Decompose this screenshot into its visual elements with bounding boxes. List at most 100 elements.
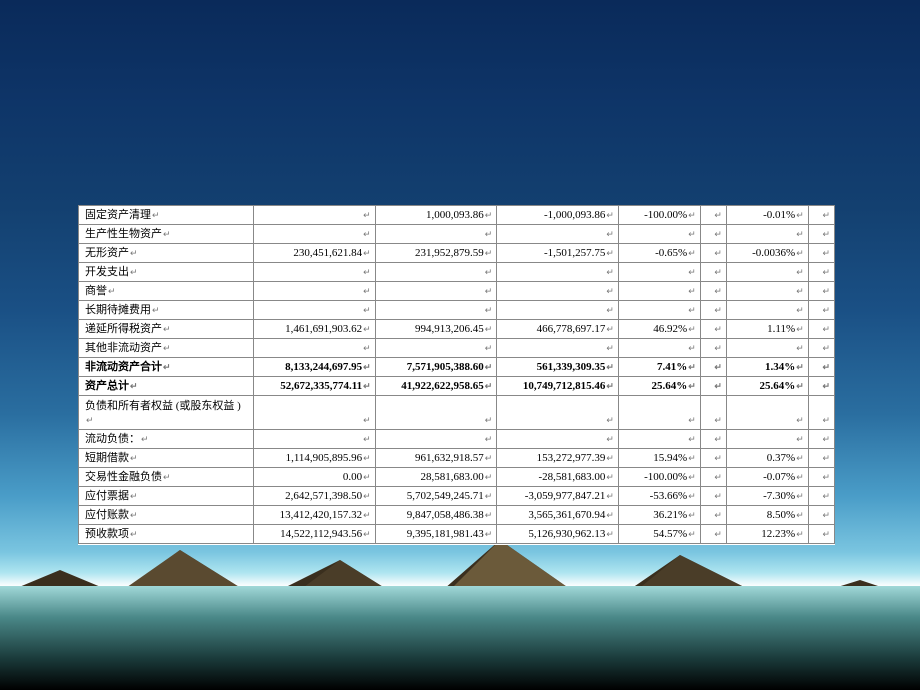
paragraph-mark-icon: ↵ — [363, 303, 371, 317]
paragraph-mark-icon: ↵ — [606, 413, 614, 427]
row-value: ↵ — [497, 263, 619, 282]
paragraph-mark-icon: ↵ — [363, 341, 371, 355]
row-label: 开发支出↵ — [79, 263, 254, 282]
row-value: -3,059,977,847.21↵ — [497, 487, 619, 506]
paragraph-mark-icon: ↵ — [485, 227, 493, 241]
paragraph-mark-icon: ↵ — [363, 360, 371, 374]
row-value: ↵ — [808, 263, 834, 282]
row-value: -100.00%↵ — [618, 468, 700, 487]
row-value: ↵ — [726, 430, 808, 449]
paragraph-mark-icon: ↵ — [714, 413, 722, 427]
row-value: 25.64%↵ — [618, 377, 700, 396]
row-value: ↵ — [808, 396, 834, 430]
paragraph-mark-icon: ↵ — [606, 527, 614, 541]
paragraph-mark-icon: ↵ — [363, 379, 371, 393]
row-value: ↵ — [375, 301, 497, 320]
table-row: 商誉↵↵↵↵↵↵↵↵ — [79, 282, 835, 301]
row-label: 流动负债：↵ — [79, 430, 254, 449]
row-value: ↵ — [375, 225, 497, 244]
row-value: ↵ — [700, 377, 726, 396]
row-value: ↵ — [700, 430, 726, 449]
paragraph-mark-icon: ↵ — [796, 303, 804, 317]
paragraph-mark-icon: ↵ — [714, 246, 722, 260]
row-value: ↵ — [726, 225, 808, 244]
row-label: 预收款项↵ — [79, 525, 254, 544]
row-label: 资产总计↵ — [79, 377, 254, 396]
slide-ground — [0, 586, 920, 690]
paragraph-mark-icon: ↵ — [714, 527, 722, 541]
paragraph-mark-icon: ↵ — [714, 451, 722, 465]
row-value: ↵ — [808, 449, 834, 468]
paragraph-mark-icon: ↵ — [714, 227, 722, 241]
row-value: ↵ — [808, 468, 834, 487]
row-value: ↵ — [808, 320, 834, 339]
paragraph-mark-icon: ↵ — [822, 470, 830, 484]
row-value: 25.64%↵ — [726, 377, 808, 396]
paragraph-mark-icon: ↵ — [822, 265, 830, 279]
paragraph-mark-icon: ↵ — [714, 208, 722, 222]
paragraph-mark-icon: ↵ — [485, 246, 493, 260]
row-value: ↵ — [726, 282, 808, 301]
row-value: 8.50%↵ — [726, 506, 808, 525]
paragraph-mark-icon: ↵ — [130, 508, 138, 522]
paragraph-mark-icon: ↵ — [130, 265, 138, 279]
financial-table: 固定资产清理↵↵1,000,093.86↵-1,000,093.86↵-100.… — [78, 205, 835, 544]
paragraph-mark-icon: ↵ — [796, 341, 804, 355]
table-row: 短期借款↵1,114,905,895.96↵961,632,918.57↵153… — [79, 449, 835, 468]
row-value: ↵ — [700, 225, 726, 244]
paragraph-mark-icon: ↵ — [363, 284, 371, 298]
row-value: ↵ — [808, 377, 834, 396]
table-row: 固定资产清理↵↵1,000,093.86↵-1,000,093.86↵-100.… — [79, 206, 835, 225]
paragraph-mark-icon: ↵ — [688, 432, 696, 446]
paragraph-mark-icon: ↵ — [822, 527, 830, 541]
paragraph-mark-icon: ↵ — [714, 508, 722, 522]
paragraph-mark-icon: ↵ — [363, 265, 371, 279]
paragraph-mark-icon: ↵ — [485, 265, 493, 279]
row-value: -0.07%↵ — [726, 468, 808, 487]
paragraph-mark-icon: ↵ — [688, 322, 696, 336]
paragraph-mark-icon: ↵ — [163, 227, 171, 241]
table-row: 应付票据↵2,642,571,398.50↵5,702,549,245.71↵-… — [79, 487, 835, 506]
row-value: 28,581,683.00↵ — [375, 468, 497, 487]
table-row: 递延所得税资产↵1,461,691,903.62↵994,913,206.45↵… — [79, 320, 835, 339]
paragraph-mark-icon: ↵ — [163, 322, 171, 336]
paragraph-mark-icon: ↵ — [688, 227, 696, 241]
paragraph-mark-icon: ↵ — [688, 451, 696, 465]
paragraph-mark-icon: ↵ — [688, 360, 696, 374]
row-value: ↵ — [700, 468, 726, 487]
row-value: ↵ — [375, 430, 497, 449]
table-row: 非流动资产合计↵8,133,244,697.95↵7,571,905,388.6… — [79, 358, 835, 377]
row-value: -1,501,257.75↵ — [497, 244, 619, 263]
row-value: 230,451,621.84↵ — [254, 244, 376, 263]
paragraph-mark-icon: ↵ — [796, 208, 804, 222]
paragraph-mark-icon: ↵ — [485, 322, 493, 336]
row-value: 1,000,093.86↵ — [375, 206, 497, 225]
row-value: ↵ — [497, 225, 619, 244]
paragraph-mark-icon: ↵ — [363, 322, 371, 336]
row-value: 12.23%↵ — [726, 525, 808, 544]
paragraph-mark-icon: ↵ — [485, 527, 493, 541]
paragraph-mark-icon: ↵ — [606, 227, 614, 241]
paragraph-mark-icon: ↵ — [714, 341, 722, 355]
row-value: ↵ — [618, 396, 700, 430]
paragraph-mark-icon: ↵ — [485, 432, 493, 446]
row-value: ↵ — [808, 244, 834, 263]
paragraph-mark-icon: ↵ — [796, 265, 804, 279]
row-value: ↵ — [497, 301, 619, 320]
paragraph-mark-icon: ↵ — [688, 508, 696, 522]
row-value: 7.41%↵ — [618, 358, 700, 377]
paragraph-mark-icon: ↵ — [714, 470, 722, 484]
paragraph-mark-icon: ↵ — [688, 303, 696, 317]
table-row: 开发支出↵↵↵↵↵↵↵↵ — [79, 263, 835, 282]
table-row: 预收款项↵14,522,112,943.56↵9,395,181,981.43↵… — [79, 525, 835, 544]
row-value: ↵ — [808, 525, 834, 544]
row-label: 长期待摊费用↵ — [79, 301, 254, 320]
row-value: 1.34%↵ — [726, 358, 808, 377]
paragraph-mark-icon: ↵ — [822, 413, 830, 427]
row-label: 短期借款↵ — [79, 449, 254, 468]
paragraph-mark-icon: ↵ — [796, 227, 804, 241]
row-label: 固定资产清理↵ — [79, 206, 254, 225]
paragraph-mark-icon: ↵ — [714, 489, 722, 503]
paragraph-mark-icon: ↵ — [822, 360, 830, 374]
row-value: ↵ — [618, 263, 700, 282]
